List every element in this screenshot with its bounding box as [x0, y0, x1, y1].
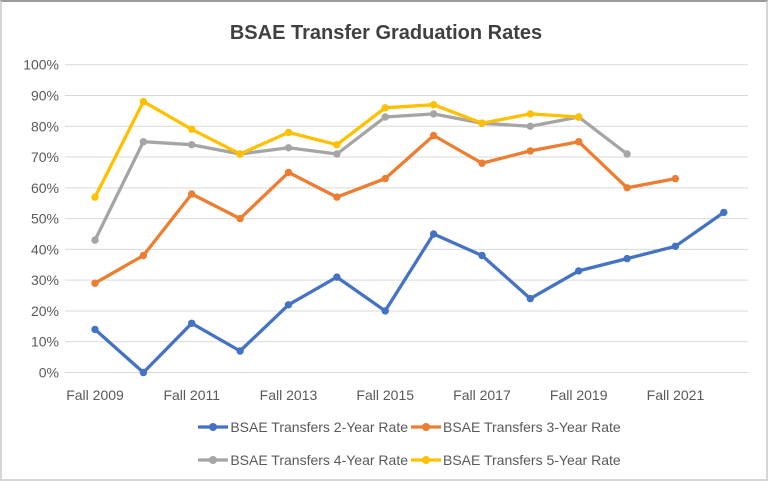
data-point-marker: [526, 122, 534, 130]
data-point-marker: [478, 251, 486, 260]
y-tick-label: 20%: [31, 303, 59, 319]
legend-row: BSAE Transfers 2-Year Rate BSAE Transfers…: [52, 414, 766, 440]
data-point-marker: [478, 159, 486, 167]
x-tick-label: Fall 2009: [66, 387, 124, 403]
data-point-marker: [284, 301, 293, 309]
y-axis-labels: 0% 10% 20% 30% 40% 50% 60% 70% 80% 90% 100%: [23, 57, 59, 381]
y-tick-label: 80%: [31, 118, 59, 134]
legend-marker-dot: [209, 456, 218, 464]
x-tick-label: Fall 2011: [163, 387, 220, 403]
y-tick-label: 50%: [31, 211, 59, 227]
data-point-marker: [623, 184, 631, 192]
data-point-marker: [429, 101, 438, 109]
legend-label: BSAE Transfers 4-Year Rate: [230, 452, 408, 468]
data-point-marker: [91, 236, 99, 244]
data-point-marker: [381, 113, 389, 121]
legend-item: BSAE Transfers 2-Year Rate: [197, 419, 408, 435]
legend-marker-icon: [411, 456, 441, 464]
data-point-marker: [139, 368, 148, 377]
data-point-marker: [526, 294, 534, 303]
chart-title: BSAE Transfer Graduation Rates: [230, 22, 542, 44]
data-point-marker: [575, 138, 583, 146]
data-point-marker: [188, 319, 196, 327]
legend-marker-dot: [422, 423, 430, 431]
data-point-marker: [91, 193, 99, 201]
legend-label: BSAE Transfers 2-Year Rate: [230, 419, 408, 435]
data-point-marker: [139, 138, 148, 146]
series-line: [93, 112, 629, 242]
data-point-marker: [575, 267, 583, 275]
series-bsae-transfers-5-year-rate: [91, 97, 583, 201]
data-point-marker: [526, 147, 534, 155]
x-tick-label: Fall 2017: [453, 387, 511, 403]
legend-label: BSAE Transfers 3-Year Rate: [443, 419, 621, 435]
legend-marker-icon: [198, 423, 229, 431]
y-tick-label: 30%: [31, 272, 59, 288]
data-point-marker: [429, 131, 438, 140]
data-point-marker: [188, 125, 196, 133]
series-bsae-transfers-3-year-rate: [91, 131, 680, 287]
data-point-marker: [381, 307, 389, 315]
data-point-marker: [236, 347, 244, 355]
legend-marker-icon: [411, 423, 441, 431]
y-tick-label: 40%: [31, 241, 59, 257]
data-point-marker: [333, 273, 341, 281]
data-point-marker: [139, 97, 148, 106]
legend-marker-dot: [422, 456, 430, 464]
data-point-marker: [91, 325, 99, 334]
legend-row: BSAE Transfers 4-Year Rate BSAE Transfers…: [52, 447, 766, 473]
data-point-marker: [333, 193, 341, 201]
data-point-marker: [188, 190, 196, 198]
data-point-marker: [381, 174, 389, 183]
series-line: [93, 210, 726, 375]
data-point-marker: [381, 104, 389, 112]
x-tick-label: Fall 2019: [550, 387, 608, 403]
y-tick-label: 10%: [31, 334, 59, 350]
x-tick-label: Fall 2021: [647, 387, 705, 403]
series-bsae-transfers-4-year-rate: [91, 110, 631, 244]
data-point-marker: [284, 168, 293, 177]
y-tick-label: 0%: [39, 365, 59, 381]
data-point-marker: [623, 254, 631, 263]
data-point-marker: [671, 174, 680, 183]
y-tick-label: 100%: [23, 57, 59, 73]
data-point-marker: [429, 230, 438, 238]
data-point-marker: [623, 150, 631, 158]
x-tick-label: Fall 2013: [260, 387, 318, 403]
data-point-marker: [478, 119, 486, 127]
data-point-marker: [720, 208, 728, 217]
data-point-marker: [139, 251, 148, 260]
data-point-marker: [575, 113, 583, 121]
series-line: [93, 133, 678, 285]
x-axis-labels: Fall 2009 Fall 2011 Fall 2013 Fall 2015 Fall…: [66, 387, 704, 403]
y-tick-label: 70%: [31, 149, 59, 165]
legend: BSAE Transfers 2-Year Rate BSAE Transfers…: [2, 414, 766, 479]
series-line: [93, 99, 581, 199]
legend-marker-dot: [209, 423, 218, 431]
data-point-marker: [91, 279, 99, 287]
legend-marker-icon: [198, 456, 229, 464]
legend-label: BSAE Transfers 5-Year Rate: [443, 452, 621, 468]
y-tick-label: 90%: [31, 87, 59, 103]
legend-item: BSAE Transfers 4-Year Rate: [197, 452, 408, 468]
data-point-marker: [526, 110, 534, 118]
data-point-marker: [333, 150, 341, 158]
series-bsae-transfers-2-year-rate: [91, 208, 728, 377]
data-point-marker: [429, 110, 438, 118]
legend-item: BSAE Transfers 5-Year Rate: [410, 452, 621, 468]
data-point-marker: [671, 242, 680, 250]
data-point-marker: [236, 214, 244, 223]
data-point-marker: [188, 141, 196, 149]
data-point-marker: [236, 150, 244, 158]
data-point-marker: [284, 144, 293, 152]
gridlines: [65, 64, 748, 373]
y-tick-label: 60%: [31, 180, 59, 196]
data-point-marker: [284, 128, 293, 137]
legend-item: BSAE Transfers 3-Year Rate: [410, 419, 621, 435]
data-point-marker: [333, 141, 341, 149]
x-tick-label: Fall 2015: [356, 387, 414, 403]
series-lines: [91, 97, 728, 377]
